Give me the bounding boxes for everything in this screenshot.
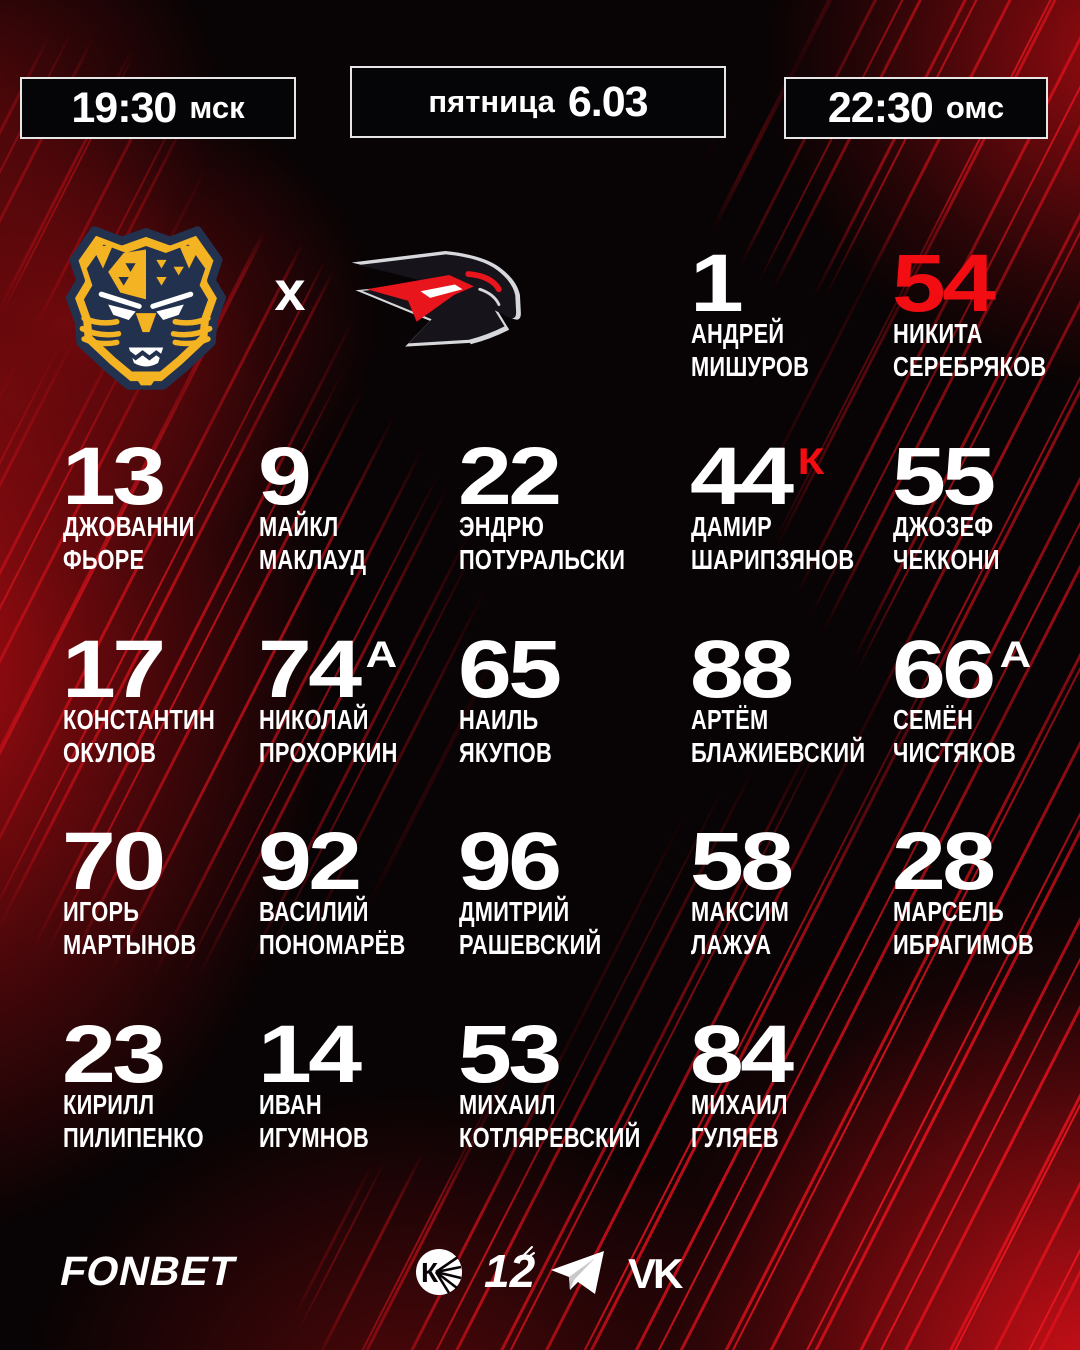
player-card: 74 А НИКОЛАЙ ПРОХОРКИН [258, 628, 397, 768]
timezone-msk-label: мск [189, 90, 245, 125]
channel-12-label: 12 [484, 1245, 536, 1297]
fonbet-sponsor-logo[interactable]: FONBET [56, 1248, 241, 1294]
time-oms: 22:30 [827, 83, 934, 132]
player-card: 17 КОНСТАНТИН ОКУЛОВ [62, 628, 215, 768]
player-card: 9 МАЙКЛ МАКЛАУД [258, 435, 366, 575]
player-number: 84 [690, 1009, 794, 1100]
player-name: ИГОРЬ МАРТЫНОВ [63, 896, 197, 960]
player-name: АРТЁМ БЛАЖИЕВСКИЙ [691, 704, 866, 768]
time-msk: 19:30 [71, 83, 177, 132]
player-number: 55 [892, 431, 996, 522]
player-card: 54 НИКИТА СЕРЕБРЯКОВ [892, 242, 1046, 382]
player-number: 65 [458, 624, 562, 715]
telegram-icon[interactable] [550, 1250, 608, 1298]
player-number: 92 [258, 816, 362, 907]
player-name: НАИЛЬ ЯКУПОВ [459, 704, 553, 768]
player-card: 70 ИГОРЬ МАРТЫНОВ [62, 820, 196, 960]
player-card: 58 МАКСИМ ЛАЖУА [690, 820, 794, 960]
player-number: 28 [892, 816, 996, 907]
player-number: 22 [458, 431, 562, 522]
player-card: 22 ЭНДРЮ ПОТУРАЛЬСКИ [458, 435, 625, 575]
player-card: 84 МИХАИЛ ГУЛЯЕВ [690, 1013, 794, 1153]
player-card: 1 АНДРЕЙ МИШУРОВ [690, 242, 809, 382]
player-name: ДАМИР ШАРИПЗЯНОВ [691, 511, 855, 575]
player-name: МАРСЕЛЬ ИБРАГИМОВ [893, 896, 1034, 960]
player-number: 9 [258, 431, 312, 522]
avangard-hawk-logo-icon [351, 251, 521, 347]
player-number: 44 К [690, 431, 825, 522]
player-name: ВАСИЛИЙ ПОНОМАРЁВ [259, 896, 406, 960]
date-badge: пятница 6.03 [350, 66, 726, 138]
timezone-oms-label: омс [945, 90, 1005, 125]
player-number: 96 [458, 816, 562, 907]
player-name: АНДРЕЙ МИШУРОВ [691, 318, 810, 382]
player-number: 14 [258, 1009, 362, 1100]
player-name: НИКОЛАЙ ПРОХОРКИН [259, 704, 398, 768]
player-name: ДЖОВАННИ ФЬОРЕ [63, 511, 195, 575]
player-name: ЭНДРЮ ПОТУРАЛЬСКИ [459, 511, 626, 575]
player-number: 23 [62, 1009, 166, 1100]
player-number: 13 [62, 431, 166, 522]
player-name: ДЖОЗЕФ ЧЕККОНИ [893, 511, 1000, 575]
player-number: 54 [892, 238, 996, 329]
player-card: 28 МАРСЕЛЬ ИБРАГИМОВ [892, 820, 1034, 960]
time-badge-msk: 19:30 мск [20, 77, 296, 139]
player-number: 17 [62, 624, 166, 715]
player-card: 13 ДЖОВАННИ ФЬОРЕ [62, 435, 194, 575]
date-value: 6.03 [567, 77, 649, 126]
player-card: 44 К ДАМИР ШАРИПЗЯНОВ [690, 435, 854, 575]
channel-12-icon[interactable]: 12 [484, 1243, 536, 1301]
player-name: ИВАН ИГУМНОВ [259, 1089, 370, 1153]
player-name: МИХАИЛ КОТЛЯРЕВСКИЙ [459, 1089, 641, 1153]
player-name: ДМИТРИЙ РАШЕВСКИЙ [459, 896, 602, 960]
time-badge-oms: 22:30 омс [784, 77, 1048, 139]
player-card: 92 ВАСИЛИЙ ПОНОМАРЁВ [258, 820, 405, 960]
khl-logo-icon[interactable]: К [414, 1247, 464, 1297]
vk-label: VK [628, 1250, 683, 1296]
versus-separator: х [274, 259, 306, 322]
player-name: НИКИТА СЕРЕБРЯКОВ [893, 318, 1047, 382]
player-card: 96 ДМИТРИЙ РАШЕВСКИЙ [458, 820, 601, 960]
player-card: 14 ИВАН ИГУМНОВ [258, 1013, 369, 1153]
player-number: 66 А [892, 624, 1032, 715]
player-name: МИХАИЛ ГУЛЯЕВ [691, 1089, 788, 1153]
player-number: 53 [458, 1009, 562, 1100]
player-card: 65 НАИЛЬ ЯКУПОВ [458, 628, 562, 768]
vk-logo-icon[interactable]: VK [628, 1250, 690, 1296]
player-card: 88 АРТЁМ БЛАЖИЕВСКИЙ [690, 628, 865, 768]
player-number: 70 [62, 816, 166, 907]
player-card: 55 ДЖОЗЕФ ЧЕККОНИ [892, 435, 999, 575]
weekday-label: пятница [428, 84, 555, 119]
svg-text:К: К [421, 1257, 439, 1288]
player-number: 58 [690, 816, 794, 907]
player-number: 74 А [258, 624, 398, 715]
player-name: СЕМЁН ЧИСТЯКОВ [893, 704, 1016, 768]
player-name: КИРИЛЛ ПИЛИПЕНКО [63, 1089, 204, 1153]
amur-tiger-logo-icon [66, 226, 226, 390]
player-card: 23 КИРИЛЛ ПИЛИПЕНКО [62, 1013, 204, 1153]
player-name: МАЙКЛ МАКЛАУД [259, 511, 367, 575]
player-number: 1 [690, 238, 744, 329]
player-name: МАКСИМ ЛАЖУА [691, 896, 790, 960]
player-card: 66 А СЕМЁН ЧИСТЯКОВ [892, 628, 1031, 768]
player-number: 88 [690, 624, 794, 715]
player-card: 53 МИХАИЛ КОТЛЯРЕВСКИЙ [458, 1013, 640, 1153]
player-name: КОНСТАНТИН ОКУЛОВ [63, 704, 215, 768]
